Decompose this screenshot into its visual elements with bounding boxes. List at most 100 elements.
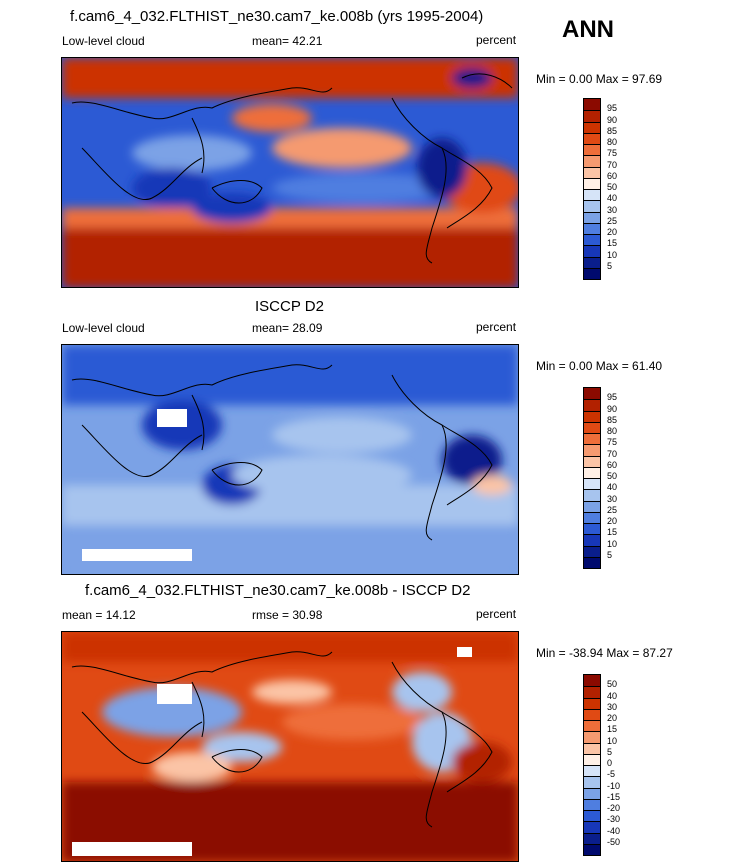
colorbar-cell [584, 200, 600, 212]
colorbar-tick-label: 20 [607, 713, 618, 723]
colorbar-tick-label: 5 [607, 260, 613, 271]
colorbar-cell [584, 556, 600, 568]
colorbar-cell [584, 211, 600, 223]
colorbar-cell [584, 843, 600, 855]
panel3-center-label: rmse = 30.98 [252, 608, 323, 622]
colorbar-cell [584, 222, 600, 234]
colorbar-tick-label: 15 [607, 527, 618, 538]
colorbar-tick-label: 70 [607, 159, 618, 170]
colorbar-cell [584, 686, 600, 698]
colorbar-cell [584, 245, 600, 257]
colorbar-cell [584, 189, 600, 201]
colorbar-tick-label: 75 [607, 148, 618, 159]
colorbar-cell [584, 708, 600, 720]
panel2-map [61, 344, 519, 575]
colorbar-cell [584, 155, 600, 167]
colorbar-cell [584, 675, 600, 687]
panel3-title: f.cam6_4_032.FLTHIST_ne30.cam7_ke.008b -… [85, 582, 471, 599]
colorbar-cell [584, 399, 600, 411]
colorbar-tick-label: 50 [607, 182, 618, 192]
colorbar-tick-label: 40 [607, 690, 618, 701]
colorbar-tick-label: 10 [607, 735, 618, 746]
panel1-map [61, 57, 519, 288]
colorbar-tick-label: -10 [607, 780, 621, 791]
panel1-minmax: Min = 0.00 Max = 97.69 [536, 72, 663, 86]
colorbar-tick-label: 25 [607, 215, 618, 226]
colorbar-cell [584, 433, 600, 445]
panel2-colorbar [583, 387, 601, 569]
colorbar-tick-label: 0 [607, 758, 613, 768]
colorbar-tick-label: -5 [607, 769, 616, 780]
colorbar-cell [584, 99, 600, 111]
colorbar-cell [584, 121, 600, 133]
panel2-title: ISCCP D2 [255, 298, 324, 315]
colorbar-cell [584, 798, 600, 810]
colorbar-tick-label: -30 [607, 814, 621, 825]
colorbar-cell [584, 144, 600, 156]
colorbar-cell [584, 720, 600, 732]
colorbar-tick-label: 50 [607, 471, 618, 481]
colorbar-tick-label: 90 [607, 114, 618, 125]
colorbar-tick-label: 20 [607, 516, 618, 526]
colorbar-tick-label: 30 [607, 701, 618, 712]
colorbar-tick-label: 80 [607, 137, 618, 147]
colorbar-tick-label: 25 [607, 504, 618, 515]
colorbar-tick-label: 5 [607, 746, 613, 757]
colorbar-tick-label: 50 [607, 679, 618, 690]
colorbar-tick-label: 20 [607, 227, 618, 237]
panel2-units: percent [476, 320, 517, 334]
colorbar-cell [584, 110, 600, 122]
colorbar-tick-label: 40 [607, 482, 618, 493]
colorbar-cell [584, 267, 600, 279]
colorbar-cell [584, 410, 600, 422]
colorbar-tick-label: 30 [607, 204, 618, 215]
colorbar-cell [584, 765, 600, 777]
panel3-map [61, 631, 519, 862]
colorbar-tick-label: 70 [607, 448, 618, 459]
colorbar-cell [584, 177, 600, 189]
colorbar-tick-label: 80 [607, 426, 618, 436]
colorbar-cell [584, 534, 600, 546]
colorbar-tick-label: 90 [607, 403, 618, 414]
colorbar-cell [584, 821, 600, 833]
colorbar-tick-label: 40 [607, 193, 618, 204]
panel1-colorbar [583, 98, 601, 280]
colorbar-cell [584, 132, 600, 144]
panel3-units: percent [476, 607, 517, 621]
colorbar-cell [584, 466, 600, 478]
panel1-units: percent [476, 33, 517, 47]
colorbar-cell [584, 388, 600, 400]
colorbar-cell [584, 742, 600, 754]
colorbar-cell [584, 234, 600, 246]
colorbar-cell [584, 444, 600, 456]
colorbar-tick-label: 85 [607, 125, 618, 136]
colorbar-tick-label: 10 [607, 249, 618, 260]
colorbar-cell [584, 810, 600, 822]
panel1-left-label: Low-level cloud [62, 34, 145, 48]
colorbar-cell [584, 545, 600, 557]
season-label: ANN [562, 16, 614, 43]
colorbar-cell [584, 489, 600, 501]
colorbar-cell [584, 776, 600, 788]
colorbar-cell [584, 166, 600, 178]
colorbar-cell [584, 523, 600, 535]
colorbar-tick-label: 75 [607, 437, 618, 448]
colorbar-tick-label: 15 [607, 238, 618, 249]
colorbar-tick-label: 5 [607, 549, 613, 560]
colorbar-cell [584, 731, 600, 743]
panel3-minmax: Min = -38.94 Max = 87.27 [536, 646, 673, 660]
colorbar-tick-label: 95 [607, 103, 618, 114]
panel2-center-label: mean= 28.09 [252, 321, 323, 335]
colorbar-cell [584, 256, 600, 268]
panel1-center-label: mean= 42.21 [252, 34, 323, 48]
colorbar-tick-label: 60 [607, 459, 618, 470]
colorbar-tick-label: -20 [607, 803, 621, 813]
colorbar-tick-label: -15 [607, 791, 621, 802]
colorbar-cell [584, 753, 600, 765]
colorbar-tick-label: -50 [607, 836, 621, 847]
colorbar-tick-label: 60 [607, 170, 618, 181]
colorbar-tick-label: 10 [607, 538, 618, 549]
colorbar-cell [584, 455, 600, 467]
panel2-minmax: Min = 0.00 Max = 61.40 [536, 359, 663, 373]
colorbar-cell [584, 500, 600, 512]
